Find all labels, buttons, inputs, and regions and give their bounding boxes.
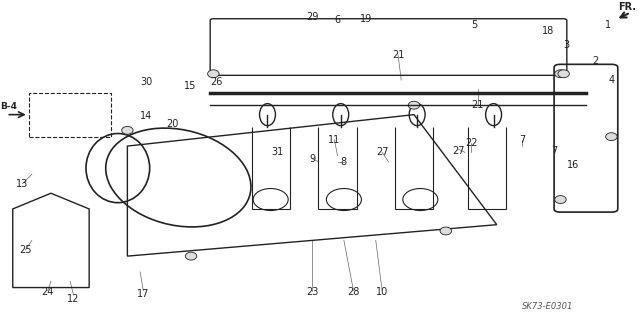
Text: 28: 28 xyxy=(348,287,360,297)
Text: 18: 18 xyxy=(541,26,554,36)
Text: 20: 20 xyxy=(166,119,178,129)
Text: 1: 1 xyxy=(605,20,611,30)
Text: B-4: B-4 xyxy=(0,102,17,112)
Text: 29: 29 xyxy=(306,12,318,22)
Text: 4: 4 xyxy=(609,75,614,85)
Text: 13: 13 xyxy=(16,179,28,189)
Ellipse shape xyxy=(440,227,452,235)
Ellipse shape xyxy=(555,196,566,204)
Text: 14: 14 xyxy=(140,111,152,121)
Ellipse shape xyxy=(207,70,219,78)
Text: 7: 7 xyxy=(519,135,525,145)
Ellipse shape xyxy=(558,70,570,78)
Text: 21: 21 xyxy=(472,100,484,110)
Text: 3: 3 xyxy=(564,41,570,50)
Ellipse shape xyxy=(122,126,133,134)
Text: 24: 24 xyxy=(42,287,54,297)
Text: 15: 15 xyxy=(184,81,196,91)
Text: 9: 9 xyxy=(309,154,315,164)
Ellipse shape xyxy=(555,70,566,78)
Ellipse shape xyxy=(605,133,617,141)
Text: 2: 2 xyxy=(593,56,598,66)
Text: 19: 19 xyxy=(360,14,372,24)
Text: 26: 26 xyxy=(211,77,223,87)
Text: 17: 17 xyxy=(137,289,150,299)
Text: 27: 27 xyxy=(452,146,465,156)
Text: 30: 30 xyxy=(140,77,152,87)
Ellipse shape xyxy=(186,252,196,260)
Text: 12: 12 xyxy=(67,293,79,304)
Text: 6: 6 xyxy=(335,15,340,25)
Ellipse shape xyxy=(408,101,420,109)
Text: 21: 21 xyxy=(392,50,404,60)
Text: FR.: FR. xyxy=(618,2,636,11)
Text: 31: 31 xyxy=(271,147,283,157)
Text: 11: 11 xyxy=(328,135,340,145)
Text: 5: 5 xyxy=(471,20,477,30)
Text: 22: 22 xyxy=(465,138,477,148)
Text: 10: 10 xyxy=(376,287,388,297)
Text: SK73-E0301: SK73-E0301 xyxy=(522,302,573,311)
Text: 16: 16 xyxy=(567,160,579,170)
Text: 7: 7 xyxy=(551,146,557,156)
Bar xyxy=(29,93,111,137)
Text: 23: 23 xyxy=(306,287,318,297)
Text: 27: 27 xyxy=(376,147,388,157)
Text: 8: 8 xyxy=(341,157,347,167)
Text: 25: 25 xyxy=(19,245,32,255)
